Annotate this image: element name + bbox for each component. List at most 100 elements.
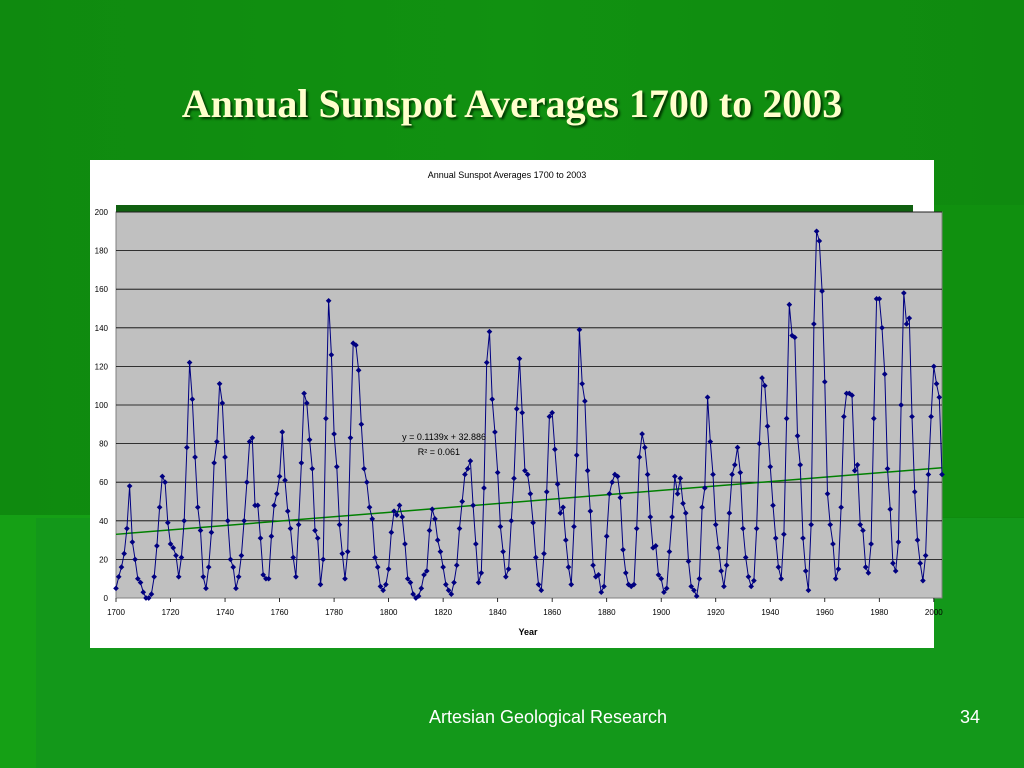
data-point xyxy=(808,521,814,528)
data-point xyxy=(693,593,700,599)
data-point xyxy=(573,452,580,459)
data-point xyxy=(314,535,321,541)
data-point xyxy=(186,359,193,366)
x-tick-label: 1860 xyxy=(543,608,561,617)
data-point xyxy=(374,564,381,570)
slide-title: Annual Sunspot Averages 1700 to 2003 xyxy=(181,81,843,126)
data-point xyxy=(355,367,362,374)
data-point xyxy=(543,489,550,495)
data-point xyxy=(778,575,784,582)
data-point xyxy=(432,516,438,522)
data-point xyxy=(582,398,588,404)
data-point xyxy=(148,591,155,597)
data-point xyxy=(524,471,531,478)
x-axis-label: Year xyxy=(518,627,538,637)
x-tick-label: 1940 xyxy=(761,608,779,617)
data-point xyxy=(328,351,335,358)
data-point xyxy=(121,550,128,557)
data-point xyxy=(710,471,716,478)
data-point xyxy=(620,546,626,553)
data-point xyxy=(235,573,242,580)
data-point xyxy=(429,506,436,513)
data-point xyxy=(385,566,392,572)
data-point xyxy=(838,504,844,511)
y-tick-label: 160 xyxy=(95,285,109,294)
data-point xyxy=(652,543,659,549)
data-point xyxy=(794,433,801,439)
data-point xyxy=(658,575,665,582)
data-point xyxy=(140,589,147,596)
data-point xyxy=(911,489,918,495)
x-tick-label: 1980 xyxy=(870,608,888,617)
data-point xyxy=(535,581,542,588)
y-tick-label: 0 xyxy=(104,594,109,603)
data-point xyxy=(363,479,370,486)
data-point xyxy=(170,544,177,551)
data-point xyxy=(151,573,157,580)
data-point xyxy=(884,465,891,472)
data-point xyxy=(467,458,474,464)
data-point xyxy=(731,462,738,468)
data-point xyxy=(290,554,297,561)
data-point xyxy=(636,454,643,460)
data-point xyxy=(928,413,934,420)
data-point xyxy=(677,475,684,482)
data-point xyxy=(303,400,310,406)
x-tick-label: 1800 xyxy=(380,608,398,617)
data-point xyxy=(560,504,566,511)
data-point xyxy=(939,471,945,478)
data-point xyxy=(502,573,509,580)
data-point xyxy=(827,521,834,528)
data-point xyxy=(849,392,855,399)
data-point xyxy=(344,548,351,555)
data-point xyxy=(832,575,839,582)
data-point xyxy=(464,465,471,472)
data-point xyxy=(546,413,553,420)
data-point xyxy=(353,342,359,348)
data-point xyxy=(631,581,637,588)
data-point xyxy=(756,440,763,447)
data-point xyxy=(453,562,460,569)
x-tick-label: 1820 xyxy=(434,608,452,617)
data-point xyxy=(189,396,196,403)
data-point xyxy=(909,413,915,420)
data-point xyxy=(770,502,776,509)
data-point xyxy=(901,290,907,296)
data-point xyxy=(688,583,695,590)
data-point xyxy=(841,413,847,420)
data-point xyxy=(734,444,741,451)
data-point xyxy=(391,508,397,514)
data-point xyxy=(895,539,902,545)
data-point xyxy=(781,531,787,538)
data-point xyxy=(287,525,294,532)
data-point xyxy=(666,548,673,555)
data-point xyxy=(579,380,585,387)
data-point xyxy=(860,527,866,534)
data-point xyxy=(740,525,746,532)
data-point xyxy=(164,519,171,526)
data-point xyxy=(257,535,264,541)
data-point xyxy=(892,568,899,574)
data-point xyxy=(871,415,877,422)
data-point xyxy=(194,504,201,511)
data-point xyxy=(222,454,228,460)
data-point xyxy=(936,394,943,401)
data-point xyxy=(761,382,768,389)
data-point xyxy=(748,583,755,590)
data-point xyxy=(317,581,324,588)
trend-line xyxy=(115,466,943,536)
data-point xyxy=(516,355,523,362)
data-point xyxy=(124,525,130,532)
page-number: 34 xyxy=(959,707,980,727)
data-point xyxy=(216,380,223,387)
data-point xyxy=(380,587,386,594)
data-point xyxy=(434,537,441,543)
data-point xyxy=(729,471,735,478)
data-point xyxy=(492,429,498,435)
data-point xyxy=(173,552,179,559)
data-point xyxy=(361,465,367,472)
trend-r-squared: R² = 0.061 xyxy=(418,447,460,457)
data-point xyxy=(674,490,681,497)
data-point xyxy=(508,517,515,524)
